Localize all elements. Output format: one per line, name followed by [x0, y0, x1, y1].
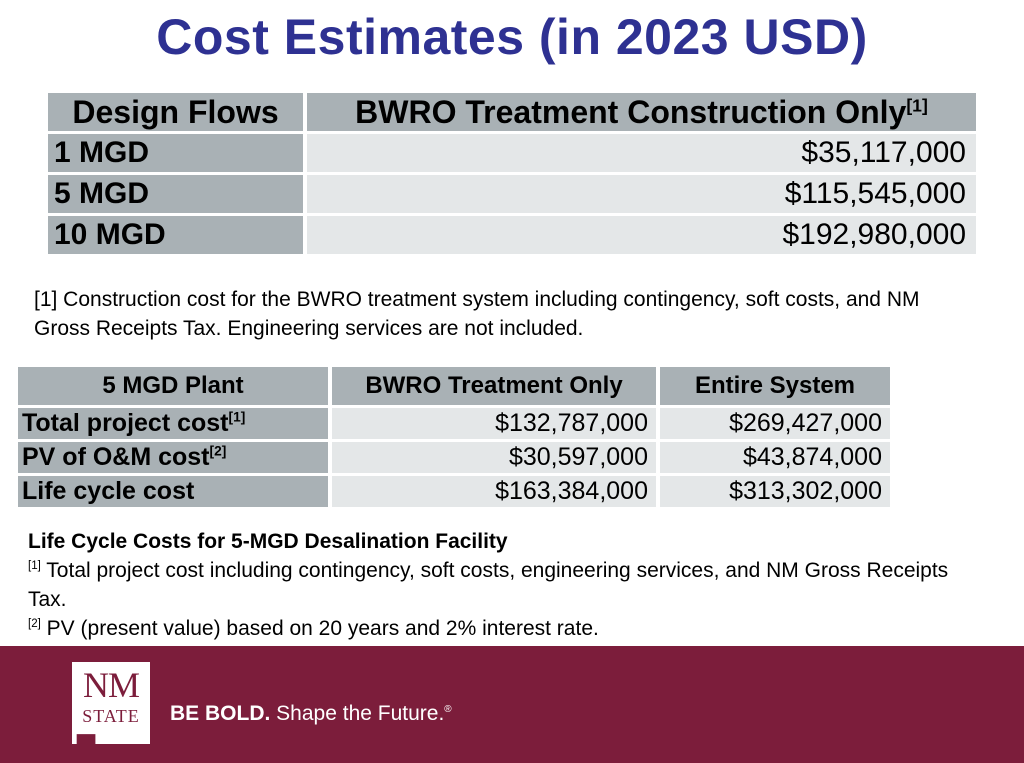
- life-cycle-footnotes: Life Cycle Costs for 5-MGD Desalination …: [28, 527, 988, 643]
- table-row: 5 MGD $115,545,000: [48, 175, 976, 213]
- entire-value: $43,874,000: [660, 442, 890, 473]
- table-caption: Life Cycle Costs for 5-MGD Desalination …: [28, 530, 508, 553]
- life-cycle-cost-table: 5 MGD Plant BWRO Treatment Only Entire S…: [18, 364, 890, 510]
- row-label: 10 MGD: [48, 216, 307, 254]
- footer-band: NM STATE BE BOLD. Shape the Future.®: [0, 646, 1024, 763]
- row-label: Total project cost[1]: [18, 408, 332, 439]
- header-design-flows: Design Flows: [48, 93, 307, 131]
- footnote-2: [2] PV (present value) based on 20 years…: [28, 614, 988, 643]
- row-label: 5 MGD: [48, 175, 307, 213]
- table-row: Life cycle cost $163,384,000 $313,302,00…: [18, 476, 890, 507]
- header-plant: 5 MGD Plant: [18, 367, 332, 405]
- footnote-ref: [1]: [906, 94, 928, 115]
- logo-state-text: STATE: [82, 706, 140, 726]
- header-entire-system: Entire System: [660, 367, 890, 405]
- footnote-1-text: Total project cost including contingency…: [28, 559, 949, 611]
- table-row: 1 MGD $35,117,000: [48, 134, 976, 172]
- slide-title: Cost Estimates (in 2023 USD): [156, 9, 868, 65]
- registered-mark: ®: [444, 704, 452, 715]
- table-row: Total project cost[1] $132,787,000 $269,…: [18, 408, 890, 439]
- footnote-ref: [2]: [28, 618, 41, 630]
- footnote-1: [1] Total project cost including conting…: [28, 556, 988, 614]
- row-label: PV of O&M cost[2]: [18, 442, 332, 473]
- header-bwro-construction-text: BWRO Treatment Construction Only: [355, 93, 907, 130]
- header-bwro-only: BWRO Treatment Only: [332, 367, 660, 405]
- table-header-row: Design Flows BWRO Treatment Construction…: [48, 93, 976, 131]
- row-value: $192,980,000: [307, 216, 976, 254]
- row-label: 1 MGD: [48, 134, 307, 172]
- tagline-bold: BE BOLD.: [170, 702, 271, 725]
- construction-cost-footnote: [1] Construction cost for the BWRO treat…: [34, 288, 920, 340]
- entire-value: $313,302,000: [660, 476, 890, 507]
- row-value: $35,117,000: [307, 134, 976, 172]
- table-row: PV of O&M cost[2] $30,597,000 $43,874,00…: [18, 442, 890, 473]
- header-bwro-construction: BWRO Treatment Construction Only[1]: [307, 93, 976, 131]
- row-label: Life cycle cost: [18, 476, 332, 507]
- design-flows-table: Design Flows BWRO Treatment Construction…: [48, 90, 976, 257]
- tagline-rest: Shape the Future.: [270, 702, 445, 725]
- footnote-ref: [2]: [209, 443, 227, 459]
- entire-value: $269,427,000: [660, 408, 890, 439]
- table-header-row: 5 MGD Plant BWRO Treatment Only Entire S…: [18, 367, 890, 405]
- row-value: $115,545,000: [307, 175, 976, 213]
- table-row: 10 MGD $192,980,000: [48, 216, 976, 254]
- bwro-value: $30,597,000: [332, 442, 660, 473]
- bwro-value: $163,384,000: [332, 476, 660, 507]
- bwro-value: $132,787,000: [332, 408, 660, 439]
- footnote-ref: [1]: [28, 560, 41, 572]
- footnote-2-text: PV (present value) based on 20 years and…: [40, 617, 599, 640]
- tagline: BE BOLD. Shape the Future.®: [170, 702, 452, 726]
- row-label-text: Life cycle cost: [22, 477, 195, 505]
- nm-state-logo: NM STATE: [72, 662, 150, 744]
- row-label-text: PV of O&M cost: [22, 443, 210, 471]
- row-label-text: Total project cost: [22, 409, 229, 437]
- logo-nm-text: NM: [82, 665, 140, 705]
- footnote-ref: [1]: [228, 409, 246, 425]
